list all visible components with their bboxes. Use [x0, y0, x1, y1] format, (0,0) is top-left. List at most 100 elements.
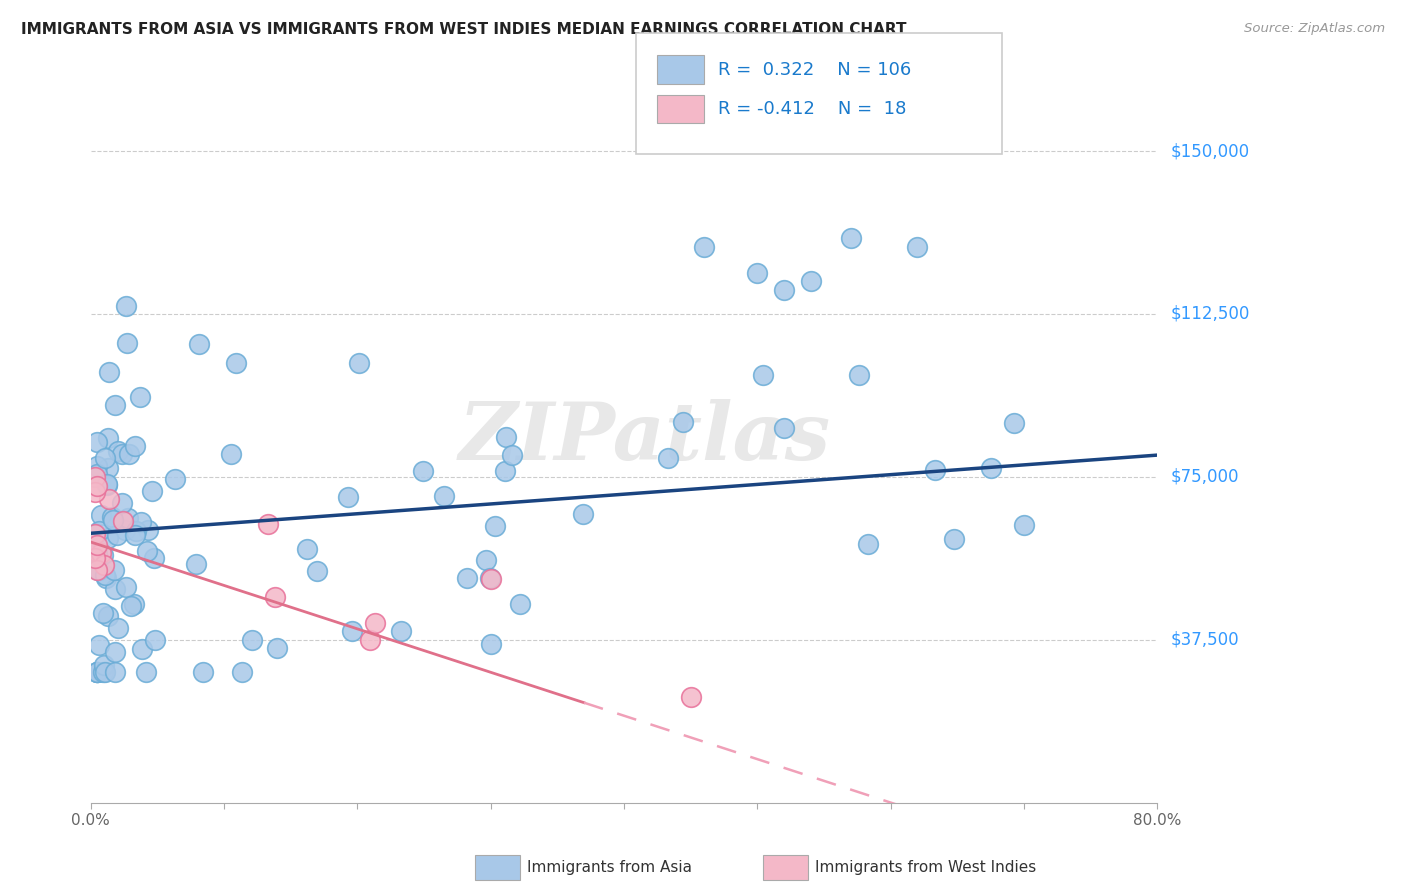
Point	[143, 550, 166, 565]
Point	[231, 665, 253, 680]
Text: R = -0.412    N =  18: R = -0.412 N = 18	[718, 100, 907, 118]
Point	[124, 528, 146, 542]
Point	[905, 240, 928, 254]
Point	[364, 616, 387, 631]
Point	[103, 563, 125, 577]
Point	[479, 572, 502, 586]
Point	[86, 547, 108, 561]
Point	[87, 524, 110, 538]
Point	[125, 524, 148, 538]
Point	[924, 463, 946, 477]
Point	[124, 598, 146, 612]
Point	[120, 599, 142, 613]
Point	[87, 563, 110, 577]
Point	[340, 624, 363, 638]
Text: Immigrants from Asia: Immigrants from Asia	[527, 860, 692, 874]
Point	[86, 458, 108, 473]
Point	[90, 508, 112, 522]
Point	[264, 590, 287, 604]
Point	[111, 447, 134, 461]
Point	[86, 665, 108, 680]
Point	[86, 479, 108, 493]
Point	[242, 632, 264, 647]
Point	[856, 536, 879, 550]
Point	[942, 533, 965, 547]
Point	[117, 511, 139, 525]
Point	[129, 516, 152, 530]
Text: Source: ZipAtlas.com: Source: ZipAtlas.com	[1244, 22, 1385, 36]
Point	[475, 553, 498, 567]
Point	[389, 624, 412, 638]
Point	[111, 515, 134, 529]
Point	[186, 557, 208, 571]
Point	[86, 563, 108, 577]
Text: Immigrants from West Indies: Immigrants from West Indies	[815, 860, 1036, 874]
Point	[773, 421, 796, 435]
Point	[87, 563, 110, 577]
Point	[359, 633, 381, 648]
Point	[115, 335, 138, 350]
Point	[187, 337, 209, 351]
Text: IMMIGRANTS FROM ASIA VS IMMIGRANTS FROM WEST INDIES MEDIAN EARNINGS CORRELATION : IMMIGRANTS FROM ASIA VS IMMIGRANTS FROM …	[21, 22, 907, 37]
Point	[115, 580, 138, 594]
Point	[86, 435, 108, 450]
Point	[115, 299, 138, 313]
Point	[103, 398, 125, 412]
Point	[349, 356, 371, 370]
Point	[91, 548, 114, 562]
Point	[117, 447, 139, 461]
Point	[501, 448, 523, 462]
Point	[266, 641, 288, 656]
Point	[83, 527, 105, 541]
Point	[104, 645, 127, 659]
Point	[83, 470, 105, 484]
Point	[107, 444, 129, 458]
Point	[131, 641, 153, 656]
Point	[83, 544, 105, 558]
Point	[479, 637, 502, 651]
Point	[93, 450, 115, 465]
Point	[97, 531, 120, 545]
Text: $37,500: $37,500	[1171, 631, 1240, 648]
Point	[484, 519, 506, 533]
Point	[96, 476, 118, 491]
Point	[107, 528, 129, 542]
Point	[572, 507, 595, 521]
Point	[479, 571, 502, 585]
Text: R =  0.322    N = 106: R = 0.322 N = 106	[718, 61, 911, 78]
Point	[495, 430, 517, 444]
Point	[679, 690, 702, 704]
Point	[494, 464, 516, 478]
Point	[433, 489, 456, 503]
Text: $75,000: $75,000	[1171, 467, 1240, 486]
Point	[671, 416, 693, 430]
Point	[86, 665, 108, 680]
Point	[103, 513, 125, 527]
Point	[83, 550, 105, 565]
Point	[693, 240, 716, 254]
Point	[773, 283, 796, 297]
Point	[90, 546, 112, 560]
Point	[98, 491, 121, 506]
Point	[86, 665, 108, 680]
Point	[193, 665, 215, 680]
Point	[135, 544, 157, 558]
Point	[257, 516, 280, 531]
Point	[799, 274, 821, 288]
Point	[93, 558, 115, 572]
Point	[135, 665, 157, 680]
Point	[295, 541, 318, 556]
Point	[219, 447, 242, 461]
Point	[97, 365, 120, 379]
Point	[86, 538, 108, 552]
Text: ZIPatlas: ZIPatlas	[460, 399, 831, 476]
Point	[101, 510, 124, 524]
Y-axis label: Median Earnings: Median Earnings	[0, 375, 7, 501]
Point	[305, 564, 328, 578]
Point	[747, 266, 769, 280]
Point	[124, 439, 146, 453]
Point	[91, 606, 114, 620]
Point	[1012, 517, 1035, 532]
Text: $112,500: $112,500	[1171, 305, 1250, 323]
Point	[97, 609, 120, 624]
